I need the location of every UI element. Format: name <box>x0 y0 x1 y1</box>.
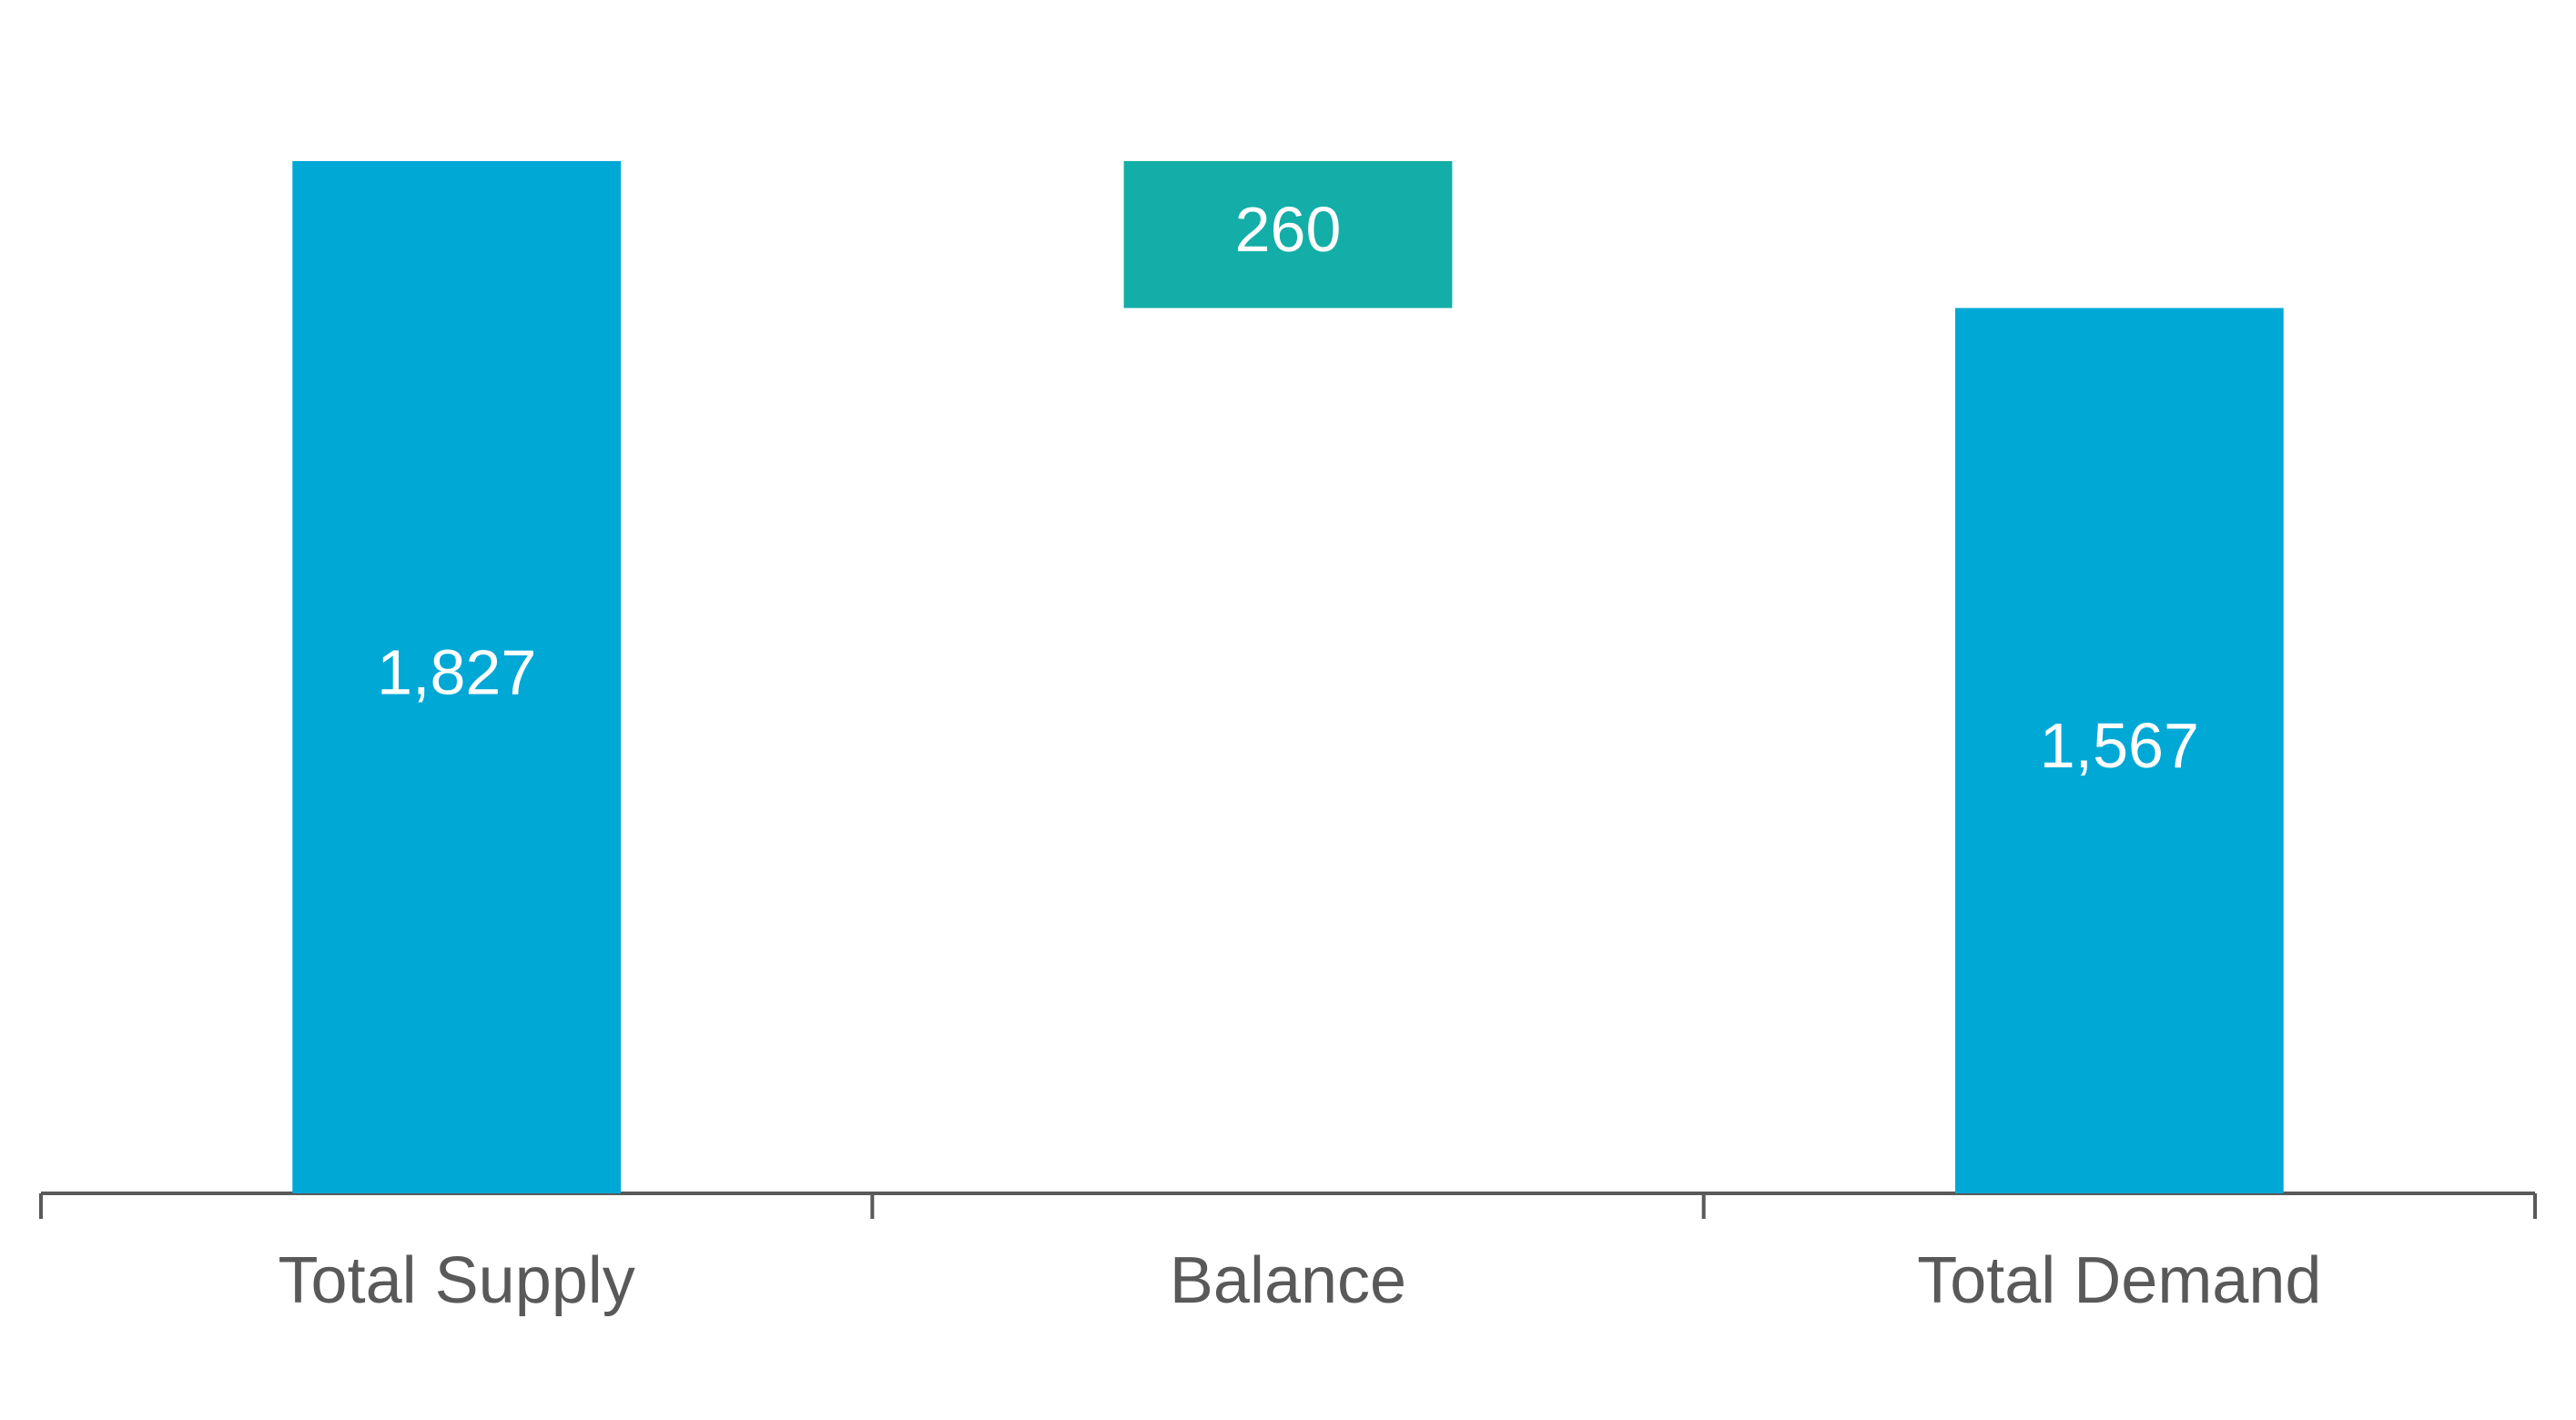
x-tick-label: Balance <box>1170 1244 1406 1317</box>
value-label: 1,827 <box>377 636 536 707</box>
x-tick-label: Total Supply <box>279 1244 635 1317</box>
bar <box>1954 308 2284 1194</box>
bar <box>292 161 622 1193</box>
x-tick-label: Total Demand <box>1917 1244 2321 1317</box>
value-label: 1,567 <box>2040 710 2199 781</box>
value-label: 260 <box>1235 194 1342 265</box>
bar <box>1123 161 1453 309</box>
